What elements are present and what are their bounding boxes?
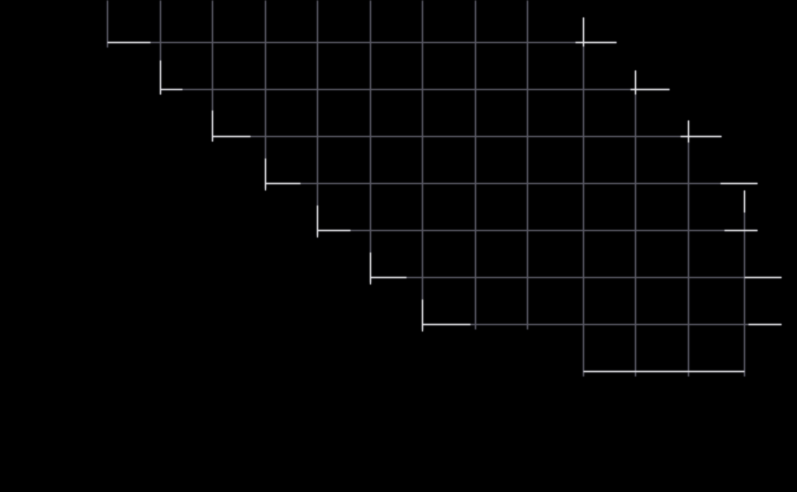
screen-root: Sheared parallelogram wireframe mesh of … bbox=[0, 0, 797, 492]
sheared-grid-canvas bbox=[0, 0, 797, 492]
